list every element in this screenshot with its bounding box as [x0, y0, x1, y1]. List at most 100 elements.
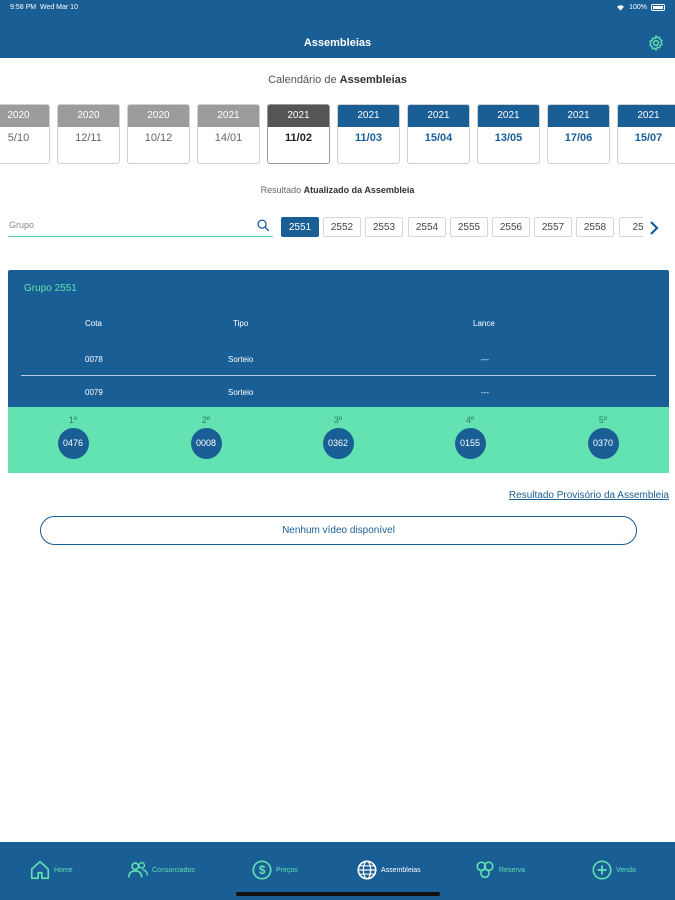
date-card-date: 10/12	[144, 132, 173, 144]
date-card-date: 17/06	[564, 132, 593, 144]
date-card[interactable]: 2021 15/04	[407, 104, 470, 164]
date-card[interactable]: 2020 12/11	[57, 104, 120, 164]
row-2-cota: 0079	[85, 388, 103, 397]
draw-order: 2º	[201, 415, 211, 425]
date-card[interactable]: 2020 10/12	[127, 104, 190, 164]
row-1-lance: ---	[481, 355, 489, 364]
date-card[interactable]: 2021 17/06	[547, 104, 610, 164]
date-card-year: 2021	[548, 105, 609, 127]
group-chip[interactable]: 2554	[408, 217, 446, 237]
tab-precos[interactable]: $ Preços	[251, 858, 298, 882]
search-placeholder: Grupo	[9, 220, 35, 230]
result-title: Resultado Atualizado da Assembleia	[0, 185, 675, 195]
row-divider	[21, 375, 656, 376]
tab-label: Assembleias	[381, 866, 421, 874]
reserve-icon	[476, 861, 494, 879]
tab-label: Venda	[616, 866, 636, 874]
wifi-icon	[617, 5, 625, 11]
tab-reserva[interactable]: Reserva	[474, 858, 525, 882]
col-header-lance: Lance	[473, 319, 495, 328]
provisional-result-link[interactable]: Resultado Provisório da Assembleia	[508, 490, 669, 501]
draw-item: 2º 0008	[186, 415, 226, 459]
draw-item: 1º 0476	[53, 415, 93, 459]
status-date: Wed Mar 10	[39, 4, 78, 11]
group-chip[interactable]: 2557	[534, 217, 572, 237]
chevron-right-icon[interactable]	[649, 221, 659, 235]
battery-icon	[651, 4, 665, 11]
group-chip[interactable]: 2551	[281, 217, 319, 237]
date-card-year: 2020	[58, 105, 119, 127]
status-bar: 9:58 PM Wed Mar 10 100%	[10, 4, 665, 16]
calendar-title-bold: Assembleias	[339, 74, 407, 86]
date-card[interactable]: 2021 11/03	[337, 104, 400, 164]
tab-label: Consorciados	[152, 866, 195, 874]
date-card-year: 2021	[408, 105, 469, 127]
tab-consorciados[interactable]: Consorciados	[127, 858, 195, 882]
date-card-year: 2021	[338, 105, 399, 127]
date-card-date: 15/07	[634, 132, 663, 144]
row-1-cota: 0078	[85, 355, 103, 364]
status-time-date: 9:58 PM Wed Mar 10	[10, 4, 78, 11]
gear-icon[interactable]	[647, 34, 665, 52]
video-button[interactable]: Nenhum vídeo disponível	[40, 516, 637, 545]
date-card-date: 11/02	[285, 132, 312, 144]
tab-venda[interactable]: Venda	[591, 858, 636, 882]
search-icon[interactable]	[257, 219, 270, 232]
draw-item: 5º 0370	[583, 415, 623, 459]
calendar-title-prefix: Calendário de	[268, 74, 340, 86]
draw-number: 0476	[57, 428, 89, 459]
draw-order: 4º	[465, 415, 475, 425]
calendar-title: Calendário de Assembleias	[0, 74, 675, 86]
date-card-year: 2021	[618, 105, 675, 127]
draw-order: 3º	[333, 415, 343, 425]
svg-text:$: $	[259, 863, 266, 877]
date-card[interactable]: 2021 11/02	[267, 104, 330, 164]
date-card[interactable]: 2021 14/01	[197, 104, 260, 164]
date-card[interactable]: 2020 5/10	[0, 104, 50, 164]
date-card-year: 2021	[268, 105, 329, 127]
bottom-tab-bar: Home Consorciados $ Preços Assembleias R…	[0, 842, 675, 900]
status-right: 100%	[616, 4, 665, 11]
page-title: Assembleias	[303, 37, 372, 49]
draw-number: 0008	[190, 428, 222, 459]
row-1-tipo: Sorteio	[228, 355, 254, 364]
draw-item: 4º 0155	[450, 415, 490, 459]
tab-label: Preços	[276, 866, 298, 874]
date-card-year: 2020	[0, 105, 49, 127]
battery-percent: 100%	[629, 4, 647, 11]
group-chip[interactable]: 2556	[492, 217, 530, 237]
date-card-year: 2020	[128, 105, 189, 127]
tab-label: Reserva	[499, 866, 526, 874]
date-card-date: 12/11	[75, 132, 102, 144]
date-card-date: 15/04	[424, 132, 453, 144]
group-chip[interactable]: 2558	[576, 217, 614, 237]
group-chip[interactable]: 2553	[365, 217, 403, 237]
tab-assembleias[interactable]: Assembleias	[356, 858, 421, 882]
group-chips[interactable]: 2551 2552 2553 2554 2555 2556 2557 2558 25	[281, 217, 643, 239]
group-chip[interactable]: 2555	[450, 217, 488, 237]
status-time: 9:58 PM	[10, 4, 37, 11]
globe-icon	[357, 860, 377, 880]
date-card-date: 14/01	[214, 132, 243, 144]
draw-number: 0155	[454, 428, 486, 459]
date-card[interactable]: 2021 13/05	[477, 104, 540, 164]
group-chip[interactable]: 2552	[323, 217, 361, 237]
row-2-tipo: Sorteio	[228, 388, 254, 397]
date-card-date: 11/03	[355, 132, 382, 144]
draw-item: 3º 0362	[318, 415, 358, 459]
row-2-lance: ---	[481, 388, 489, 397]
tab-home[interactable]: Home	[29, 858, 73, 882]
col-header-cota: Cota	[85, 319, 102, 328]
date-card-year: 2021	[198, 105, 259, 127]
date-card[interactable]: 2021 15/07	[617, 104, 675, 164]
group-search-input[interactable]: Grupo	[8, 215, 273, 237]
date-card-date: 13/05	[494, 132, 523, 144]
group-title: Grupo 2551	[24, 283, 77, 294]
col-header-tipo: Tipo	[233, 319, 249, 328]
draw-number: 0362	[322, 428, 354, 459]
group-chip[interactable]: 25	[619, 217, 643, 237]
calendar-strip[interactable]: 2020 5/10 2020 12/11 2020 10/12 2021 14/01 2021 1…	[0, 104, 675, 166]
draw-results: 1º 0476 2º 0008 3º 0362 4º 0155 5º 0370	[8, 407, 669, 473]
date-card-year: 2021	[478, 105, 539, 127]
draw-number: 0370	[587, 428, 619, 459]
